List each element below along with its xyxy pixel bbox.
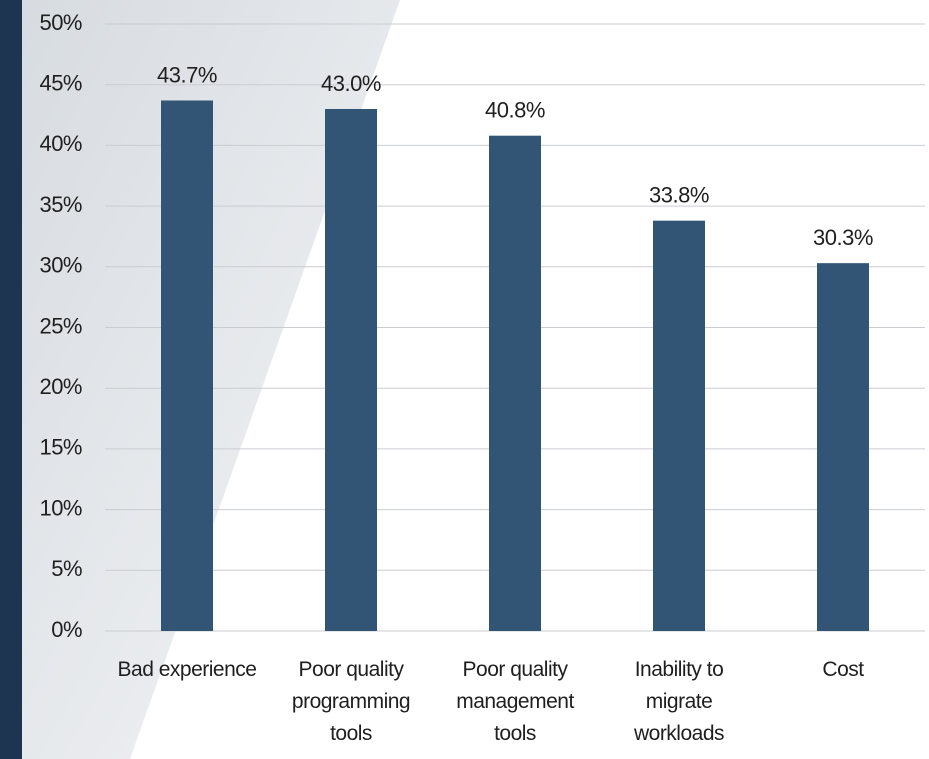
y-tick-label: 0%: [51, 617, 82, 642]
bar: [653, 220, 705, 631]
y-tick-label: 10%: [39, 495, 82, 520]
y-tick-label: 30%: [39, 253, 82, 278]
y-tick-label: 35%: [39, 192, 82, 217]
background-strip: [0, 0, 22, 759]
y-tick-label: 40%: [39, 131, 82, 156]
x-tick-label: Cost: [822, 658, 864, 681]
x-tick-label: Bad experience: [117, 658, 257, 681]
x-tick-label: Inability to migrate workloads: [633, 658, 725, 745]
value-label: 30.3%: [813, 225, 873, 250]
y-tick-label: 15%: [39, 435, 82, 460]
x-tick-label: Poor quality programming tools: [291, 658, 411, 745]
y-tick-label: 45%: [39, 71, 82, 96]
y-tick-label: 5%: [51, 556, 82, 581]
y-tick-label: 25%: [39, 313, 82, 338]
bar: [489, 135, 541, 632]
value-label: 40.8%: [485, 98, 545, 123]
x-tick-label: Poor quality management tools: [456, 658, 574, 745]
bar: [817, 263, 869, 631]
y-tick-label: 50%: [39, 10, 82, 35]
value-label: 33.8%: [649, 182, 709, 207]
value-label: 43.7%: [157, 62, 217, 87]
value-label: 43.0%: [321, 71, 381, 96]
bar: [161, 100, 213, 632]
y-tick-label: 20%: [39, 374, 82, 399]
bar: [325, 108, 377, 632]
